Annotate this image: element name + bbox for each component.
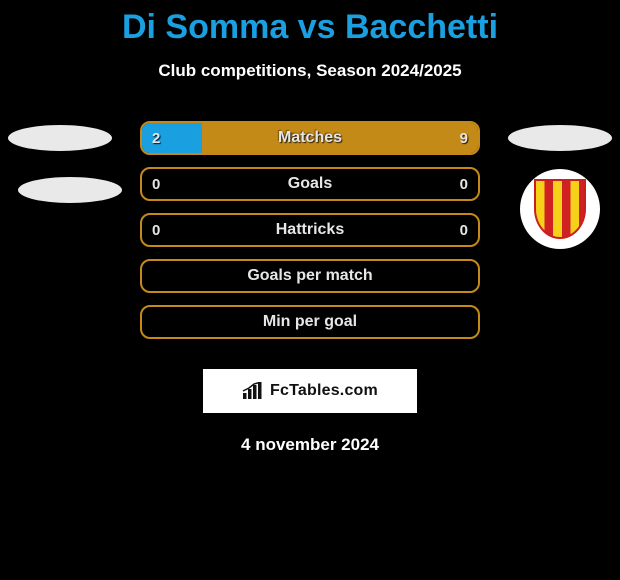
page-title: Di Somma vs Bacchetti xyxy=(0,0,620,47)
comparison-card: { "header": { "title": "Di Somma vs Bacc… xyxy=(0,0,620,580)
stat-label: Goals per match xyxy=(142,261,478,291)
stat-rows-container: 29Matches 00Goals 00Hattricks Goals per mat… xyxy=(140,121,480,351)
stat-label: Matches xyxy=(142,123,478,153)
bar-chart-icon xyxy=(242,382,264,400)
player-right-badge-1 xyxy=(508,125,612,151)
stat-label: Min per goal xyxy=(142,307,478,337)
brand-text: FcTables.com xyxy=(270,382,378,400)
stat-row: 29Matches xyxy=(140,121,480,155)
date-line: 4 november 2024 xyxy=(0,435,620,455)
stat-row: 00Goals xyxy=(140,167,480,201)
team-crest xyxy=(520,169,600,249)
crest-stripes xyxy=(534,179,586,239)
stat-row: 00Hattricks xyxy=(140,213,480,247)
brand-box: FcTables.com xyxy=(203,369,417,413)
player-left-badge-2 xyxy=(18,177,122,203)
stats-area: 29Matches 00Goals 00Hattricks Goals per mat… xyxy=(0,121,620,351)
page-subtitle: Club competitions, Season 2024/2025 xyxy=(0,61,620,81)
stat-label: Goals xyxy=(142,169,478,199)
stat-row: Min per goal xyxy=(140,305,480,339)
player-left-badge-1 xyxy=(8,125,112,151)
stat-label: Hattricks xyxy=(142,215,478,245)
stat-row: Goals per match xyxy=(140,259,480,293)
